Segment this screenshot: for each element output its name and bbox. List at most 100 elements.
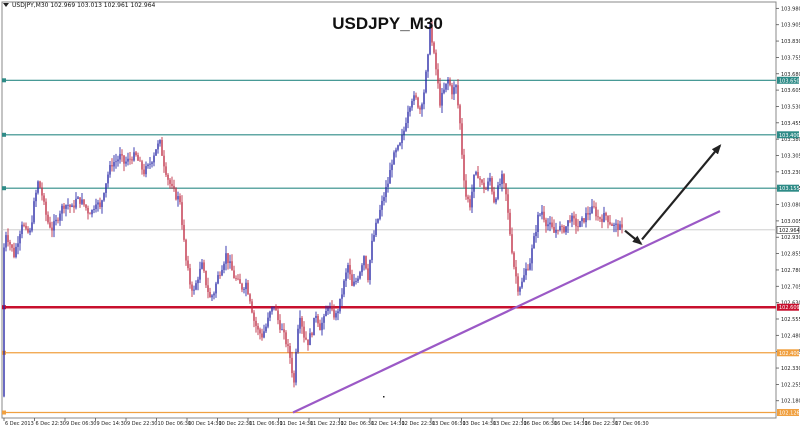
candle-body: [445, 83, 447, 90]
y-tick-label: 103.305: [781, 154, 800, 160]
support-3-handle[interactable]: [2, 410, 6, 415]
candle-body: [65, 205, 67, 209]
y-tick-label: 103.080: [781, 203, 800, 209]
candle-body: [403, 130, 405, 136]
resistance-3-tag: [777, 76, 799, 84]
candle-body: [619, 224, 621, 230]
candle-body: [325, 311, 327, 317]
candle-body: [7, 235, 9, 243]
trendline-group: [292, 144, 722, 414]
resistance-3-handle[interactable]: [2, 78, 6, 83]
candle-body: [491, 178, 493, 192]
candle-body: [193, 289, 195, 291]
candle-body: [47, 214, 49, 223]
candle-body: [197, 279, 199, 284]
y-tick-label: 103.380: [781, 137, 800, 143]
candle-body: [335, 313, 337, 318]
y-tick-label: 103.980: [781, 6, 800, 12]
candle-body: [605, 212, 607, 216]
candle-body: [121, 154, 123, 156]
y-tick-label: 103.230: [781, 170, 800, 176]
candle-body: [347, 265, 349, 273]
resistance-1-handle[interactable]: [2, 186, 6, 191]
support-1-tag: [777, 303, 799, 311]
candle-body: [269, 311, 271, 318]
resistance-2-tag-label: 103.400: [779, 133, 800, 139]
candle-body: [417, 97, 419, 108]
candle-body: [91, 210, 93, 215]
candle-body: [431, 25, 433, 43]
candle-body: [19, 234, 21, 244]
candle-body: [17, 243, 19, 247]
candle-body: [275, 306, 277, 311]
candle-body: [467, 196, 469, 200]
candle-body: [541, 211, 543, 215]
candle-body: [321, 322, 323, 331]
candle-body: [621, 224, 623, 228]
candle-body: [271, 306, 273, 312]
candle-body: [59, 213, 61, 221]
candle-body: [389, 170, 391, 184]
pullback-arrow[interactable]: [624, 229, 643, 246]
y-tick-label: 102.705: [781, 284, 800, 290]
candle-body: [537, 214, 539, 232]
candle-body: [391, 164, 393, 171]
candle-body: [585, 213, 587, 223]
candle-body: [523, 275, 525, 282]
candle-body: [205, 270, 207, 286]
candle-body: [239, 279, 241, 284]
dropdown-icon[interactable]: [3, 3, 9, 7]
candle-body: [305, 337, 307, 340]
candle-body: [63, 205, 65, 209]
candle-body: [515, 266, 517, 277]
candle-body: [125, 161, 127, 164]
plot-area: [1, 1, 777, 419]
candle-body: [375, 222, 377, 236]
support-2-tag-label: 102.400: [779, 351, 800, 357]
candle-body: [35, 192, 37, 202]
candle-body: [33, 201, 35, 223]
projection-arrow[interactable]: [641, 144, 722, 241]
candle-body: [301, 317, 303, 327]
y-tick-label: 103.680: [781, 72, 800, 78]
candle-body: [469, 199, 471, 208]
candle-body: [481, 179, 483, 183]
candle-body: [383, 197, 385, 201]
candle-body: [439, 83, 441, 106]
candle-body: [27, 228, 29, 233]
candle-body: [165, 166, 167, 175]
candle-body: [95, 204, 97, 210]
candle-body: [279, 320, 281, 330]
candle-body: [129, 158, 131, 160]
candle-body: [477, 172, 479, 179]
candle-body: [315, 315, 317, 318]
candle-body: [117, 159, 119, 162]
candle-body: [615, 223, 617, 225]
y-tick-label: 103.005: [781, 219, 800, 225]
candle-body: [607, 215, 609, 223]
candle-body: [339, 298, 341, 312]
support-trendline[interactable]: [292, 210, 721, 414]
candle-body: [151, 162, 153, 164]
candle-body: [613, 224, 615, 226]
candle-body: [539, 214, 541, 216]
candle-body: [509, 212, 511, 235]
candle-body: [3, 247, 5, 397]
candle-body: [149, 163, 151, 165]
candle-body: [505, 183, 507, 195]
candle-body: [323, 316, 325, 323]
candle-body: [139, 160, 141, 162]
candle-body: [353, 281, 355, 286]
candle-body: [409, 107, 411, 112]
candle-body: [441, 92, 443, 106]
candle-body: [419, 107, 421, 110]
candle-body: [451, 85, 453, 95]
candle-body: [185, 239, 187, 261]
candle-body: [277, 310, 279, 321]
resistance-2-handle[interactable]: [2, 132, 6, 137]
candle-body: [527, 268, 529, 270]
x-tick-label: 12 Dec 06:30: [341, 421, 375, 427]
candle-body: [551, 222, 553, 227]
candle-body: [113, 162, 115, 167]
